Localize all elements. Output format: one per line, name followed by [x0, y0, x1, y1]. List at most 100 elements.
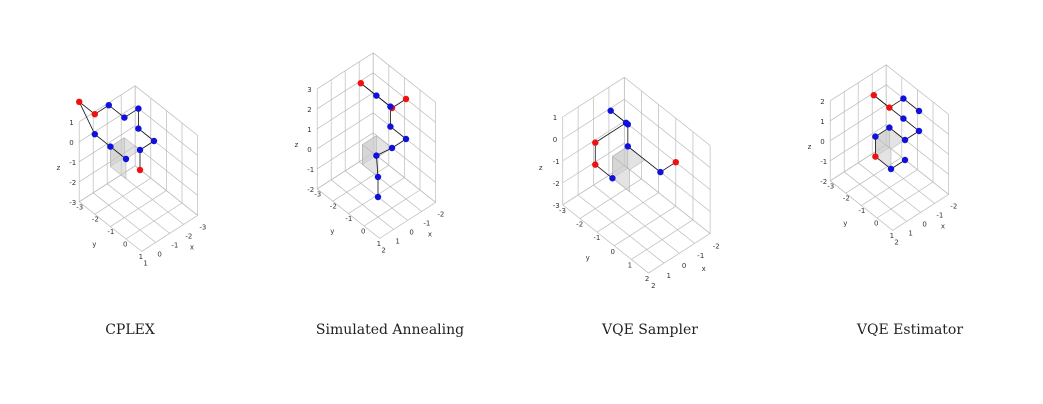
y-tick-label: 1 [908, 230, 912, 238]
panel-vqe-sampler: -3 -2 -1 0 1 2 -2 -1 0 1 2 -3 -2 -1 0 1 x y z VQE Sampler [520, 0, 780, 404]
floor-grid-line [106, 183, 170, 234]
y-tick-label: 2 [651, 282, 655, 290]
x-tick-label: -1 [107, 228, 114, 236]
x-axis-label: x [941, 223, 945, 231]
point-blue [901, 156, 909, 164]
y-tick-label: -3 [199, 224, 206, 232]
panel-cplex: -3 -2 -1 0 1 -3 -2 -1 0 1 -3 -2 -1 0 1 x y z CPLEX [0, 0, 260, 404]
z-tick-label: 3 [307, 86, 311, 94]
z-tick-label: 0 [820, 138, 824, 146]
cube-face [612, 155, 630, 193]
z-tick-label: 2 [820, 98, 824, 106]
wall-grid-line [134, 165, 198, 216]
point-red [592, 139, 599, 146]
wall-grid-line [624, 77, 711, 146]
chain-bond [376, 155, 379, 178]
point-red [76, 98, 83, 106]
chain-bond [78, 101, 96, 115]
wall-grid-line [562, 98, 625, 140]
y-tick-label: 1 [395, 238, 399, 246]
ticks-vqe-sampler: -3 -2 -1 0 1 2 -2 -1 0 1 2 -3 -2 -1 0 1 x y z [539, 114, 720, 290]
x-tick-label: -3 [314, 190, 321, 198]
point-blue [91, 131, 99, 138]
point-blue [150, 137, 158, 145]
wall-grid-line [830, 104, 887, 142]
point-red [886, 104, 893, 111]
x-tick-label: 2 [645, 275, 649, 283]
point-blue [886, 124, 893, 131]
y-axis-label: y [586, 254, 590, 262]
z-tick-label: -3 [553, 202, 560, 210]
z-tick-label: 1 [307, 126, 311, 134]
ticks-cplex: -3 -2 -1 0 1 -3 -2 -1 0 1 -3 -2 -1 0 1 x y z [57, 119, 207, 268]
point-red [357, 80, 364, 87]
wall-grid-line [624, 99, 711, 168]
chain-bond [110, 146, 127, 160]
floor-grid-line [78, 201, 142, 252]
wall-grid-line [79, 105, 136, 143]
y-tick-label: -2 [185, 233, 192, 241]
y-axis-label: y [92, 240, 96, 248]
z-tick-label: -3 [69, 199, 76, 207]
chain-bond [610, 110, 627, 124]
wall-grid-line [317, 72, 374, 110]
point-blue [887, 165, 895, 173]
point-blue [107, 143, 114, 150]
y-tick-label: 1 [667, 272, 671, 280]
x-tick-label: -3 [559, 207, 566, 215]
point-blue [624, 143, 632, 150]
highlight-cube [612, 145, 646, 193]
floor-grid-line [330, 179, 394, 230]
wall-grid-line [317, 132, 374, 170]
x-tick-label: -1 [593, 234, 600, 242]
y-tick-label: 0 [409, 229, 413, 237]
x-tick-label: -2 [843, 195, 850, 203]
x-tick-label: 0 [611, 248, 615, 256]
x-tick-label: 1 [377, 240, 381, 248]
chain-bond [78, 101, 96, 135]
z-tick-label: -1 [69, 159, 76, 167]
z-tick-label: 1 [69, 119, 73, 127]
x-tick-label: 1 [628, 261, 632, 269]
point-blue [402, 135, 410, 143]
point-red [91, 111, 99, 118]
floor-grid-line [593, 184, 680, 254]
wall-grid-line [372, 52, 436, 103]
z-tick-label: -2 [820, 178, 827, 186]
caption-cplex: CPLEX [105, 322, 155, 338]
point-red [592, 161, 599, 168]
wall-grid-line [372, 152, 436, 203]
y-tick-label: 2 [381, 247, 385, 255]
wall-grid-line [624, 165, 711, 234]
points [592, 107, 679, 182]
z-tick-label: 1 [553, 114, 557, 122]
x-axis-label: x [428, 231, 432, 239]
plot-cplex: -3 -2 -1 0 1 -3 -2 -1 0 1 -3 -2 -1 0 1 x y z [57, 85, 207, 268]
point-blue [388, 144, 396, 152]
point-blue [900, 115, 907, 122]
point-blue [122, 155, 130, 163]
wall-grid-line [134, 105, 198, 156]
floor-grid-line [843, 171, 907, 222]
z-tick-label: 1 [820, 118, 824, 126]
y-tick-label: -1 [171, 242, 178, 250]
y-tick-label: 0 [682, 262, 686, 270]
chain-lines [360, 82, 407, 197]
y-axis-label: y [843, 219, 847, 227]
x-tick-label: 0 [123, 241, 127, 249]
wall-grid-line [317, 52, 374, 90]
point-blue [105, 102, 113, 109]
x-tick-label: -2 [92, 216, 99, 224]
z-tick-label: -2 [553, 180, 560, 188]
point-blue [373, 92, 380, 99]
z-axis-label: z [57, 164, 61, 172]
points [357, 80, 410, 201]
wall-grid-line [830, 64, 887, 102]
point-red [672, 159, 679, 166]
point-blue [374, 193, 382, 201]
y-tick-label: -1 [697, 252, 704, 260]
z-axis-label: z [539, 164, 543, 172]
